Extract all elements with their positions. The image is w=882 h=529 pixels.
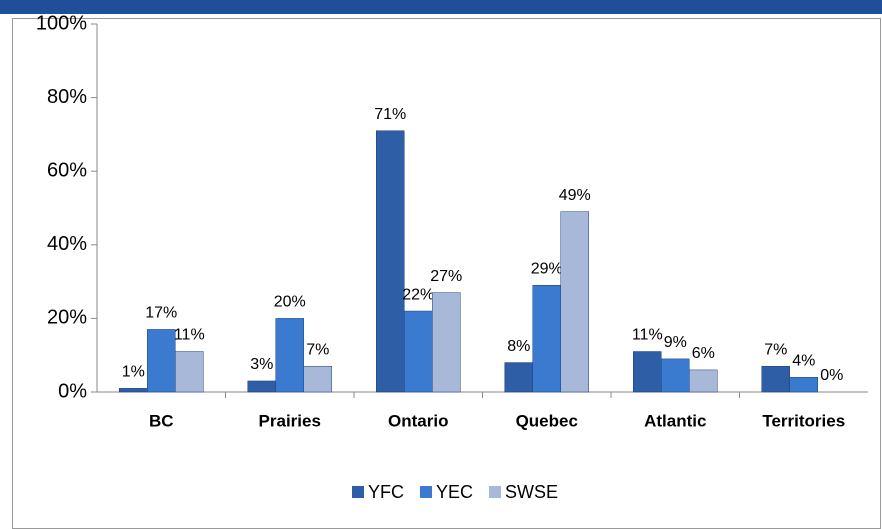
bar: [175, 351, 204, 393]
bar: [532, 285, 561, 393]
bar: [633, 351, 662, 393]
value-label: 29%: [531, 260, 563, 277]
y-tick-label: 0%: [58, 380, 87, 402]
bar: [789, 377, 818, 393]
value-label: 9%: [664, 334, 687, 351]
value-label: 6%: [692, 345, 715, 362]
y-tick-label: 80%: [47, 86, 87, 108]
bar: [560, 211, 589, 393]
y-tick-label: 100%: [36, 12, 87, 34]
bar: [376, 130, 405, 393]
bar: [275, 318, 304, 393]
bar: [661, 358, 690, 393]
value-label: 49%: [559, 187, 591, 204]
x-tick-label: Atlantic: [644, 411, 706, 430]
value-label: 17%: [145, 305, 177, 322]
value-label: 71%: [374, 106, 406, 123]
title-strip: [0, 0, 882, 14]
legend-swatch: [420, 486, 432, 498]
legend-label: SWSE: [505, 482, 558, 502]
value-label: 1%: [122, 364, 145, 381]
legend-label: YEC: [436, 482, 473, 502]
x-tick-label: Territories: [762, 411, 845, 430]
legend-label: YFC: [368, 482, 404, 502]
y-tick-label: 40%: [47, 233, 87, 255]
value-label: 7%: [764, 341, 787, 358]
bar: [689, 369, 718, 393]
value-label: 7%: [306, 341, 329, 358]
legend-swatch: [489, 486, 502, 498]
bar: [303, 365, 332, 393]
value-label: 0%: [820, 367, 843, 384]
bar: [247, 380, 276, 393]
x-tick-label: BC: [149, 411, 174, 430]
bar: [147, 329, 176, 393]
value-label: 20%: [274, 294, 306, 311]
bar: [761, 365, 790, 393]
value-label: 4%: [792, 352, 815, 369]
bar: [504, 362, 533, 393]
chart-frame: [12, 18, 881, 529]
y-tick-label: 20%: [47, 307, 87, 329]
bar: [432, 292, 461, 393]
bar: [404, 310, 433, 393]
value-label: 11%: [632, 327, 663, 344]
y-tick-label: 60%: [47, 159, 87, 181]
bar: [119, 388, 148, 393]
value-label: 11%: [174, 327, 205, 344]
x-tick-label: Quebec: [516, 411, 578, 430]
value-label: 22%: [402, 286, 434, 303]
value-label: 27%: [430, 268, 462, 285]
x-tick-label: Ontario: [388, 411, 448, 430]
value-label: 8%: [507, 338, 530, 355]
x-tick-label: Prairies: [259, 411, 321, 430]
legend-swatch: [352, 486, 364, 498]
value-label: 3%: [250, 356, 273, 373]
